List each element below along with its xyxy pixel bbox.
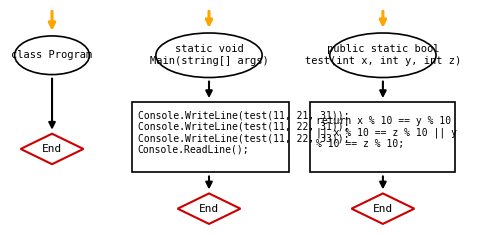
Bar [132, 102, 288, 172]
Ellipse shape [15, 36, 89, 75]
Text: class Program: class Program [11, 50, 93, 60]
Text: static void
Main(string[] args): static void Main(string[] args) [150, 45, 268, 66]
Ellipse shape [330, 33, 436, 77]
Polygon shape [178, 193, 241, 224]
Ellipse shape [156, 33, 262, 77]
Text: Console.WriteLine(test(11, 21, 31));
Console.WriteLine(test(11, 22, 31));
Consol: Console.WriteLine(test(11, 21, 31)); Con… [137, 110, 349, 155]
Text: End: End [42, 144, 62, 154]
Bar [310, 102, 455, 172]
Polygon shape [21, 134, 83, 164]
Text: return x % 10 == y % 10
|| x % 10 == z % 10 || y
% 10 == z % 10;: return x % 10 == y % 10 || x % 10 == z %… [316, 116, 457, 149]
Text: End: End [199, 204, 219, 214]
Polygon shape [352, 193, 414, 224]
Text: End: End [373, 204, 393, 214]
Text: public static bool
test(int x, int y, int z): public static bool test(int x, int y, in… [305, 45, 461, 66]
